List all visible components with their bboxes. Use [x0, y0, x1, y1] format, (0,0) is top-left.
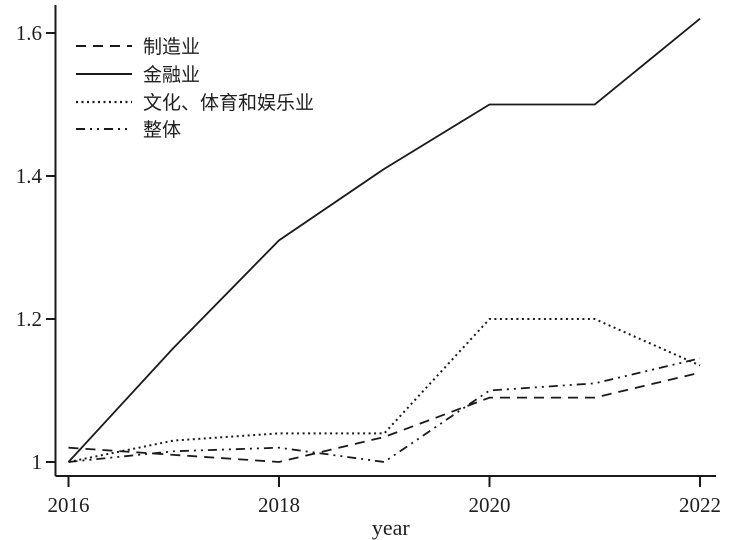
series-line-finance	[67, 18, 701, 463]
x-axis-title: year	[372, 515, 411, 540]
x-tick-label: 2018	[258, 493, 300, 517]
x-tick-label: 2022	[679, 493, 721, 517]
legend-item-manufacturing: 制造业	[76, 36, 200, 58]
x-tick-label: 2020	[469, 493, 511, 517]
legend-label: 整体	[143, 119, 181, 141]
legend-item-culture-sports-entertainment: 文化、体育和娱乐业	[76, 92, 314, 114]
y-tick-label: 1	[32, 450, 43, 474]
legend-label: 金融业	[143, 64, 200, 86]
x-tick-label: 2016	[48, 493, 90, 517]
series-line-overall	[68, 357, 701, 463]
y-tick-label: 1.6	[16, 21, 42, 45]
y-tick-label: 1.2	[16, 307, 42, 331]
series-line-manufacturing	[68, 371, 701, 463]
series-line-culture-sports-entertainment	[68, 318, 701, 463]
y-tick-label: 1.4	[16, 164, 43, 188]
legend-item-overall: 整体	[76, 119, 181, 141]
legend-label: 制造业	[143, 36, 200, 58]
legend-item-finance: 金融业	[76, 64, 200, 86]
legend-label: 文化、体育和娱乐业	[143, 92, 314, 114]
